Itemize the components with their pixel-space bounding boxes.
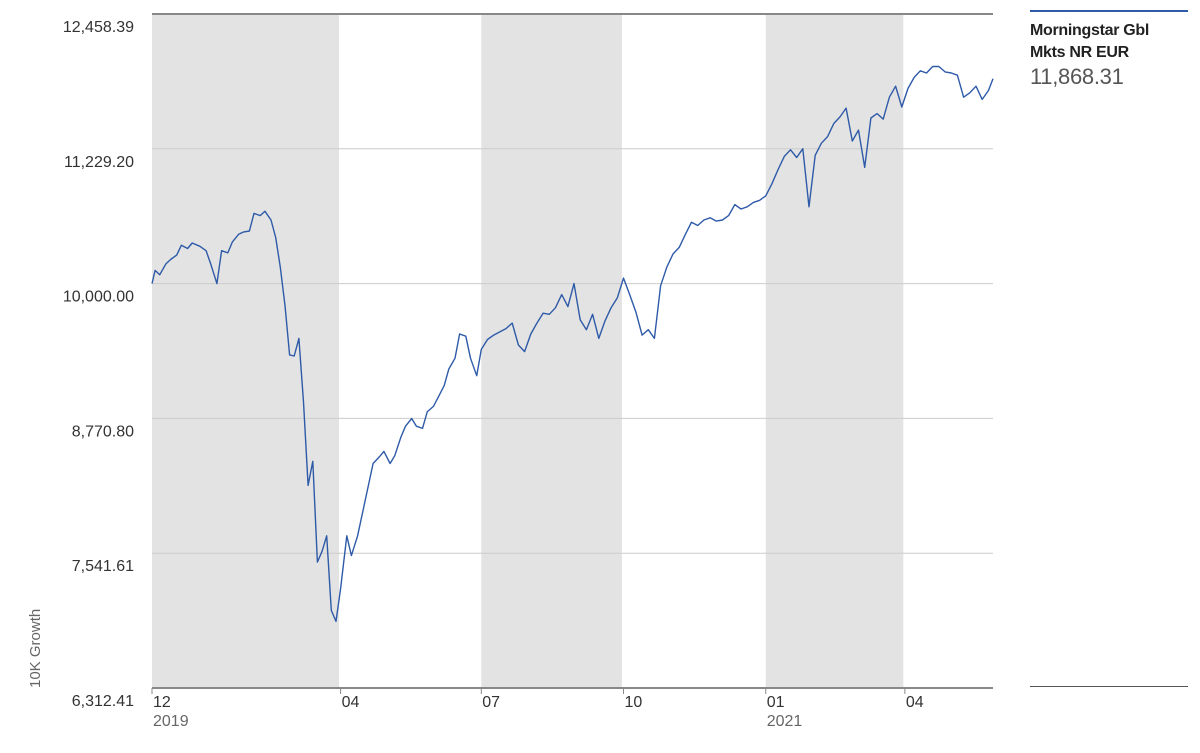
legend: Morningstar Gbl Mkts NR EUR 11,868.31 [1030,10,1188,90]
shaded-band [481,14,622,688]
shaded-band [765,14,904,688]
x-tick-label: 07 [482,694,500,711]
y-tick-label: 12,458.39 [63,19,134,36]
y-tick-label: 11,229.20 [64,154,134,171]
y-tick-label: 6,312.41 [72,693,134,710]
x-tick-sublabel: 2021 [767,713,803,730]
chart-plot: 12,458.39 11,229.20 10,000.00 8,770.80 7,541… [27,13,994,730]
y-tick-label: 10,000.00 [63,289,134,306]
y-tick-label: 7,541.61 [72,558,134,575]
legend-series-name: Morningstar Gbl Mkts NR EUR [1030,22,1150,61]
legend-series-value: 11,868.31 [1030,64,1124,89]
x-tick-label: 12 [153,694,171,711]
y-tick-label: 8,770.80 [72,423,134,440]
x-tick-label: 01 [767,694,785,711]
shaded-band [152,14,340,688]
y-axis-label: 10K Growth [27,609,44,688]
legend-color-rule [1030,10,1188,12]
x-tick-label: 10 [625,694,643,711]
legend-divider [1030,686,1188,687]
x-tick-label: 04 [906,694,924,711]
x-tick-label: 04 [342,694,360,711]
x-tick-sublabel: 2019 [153,713,189,730]
series-line [151,65,994,623]
